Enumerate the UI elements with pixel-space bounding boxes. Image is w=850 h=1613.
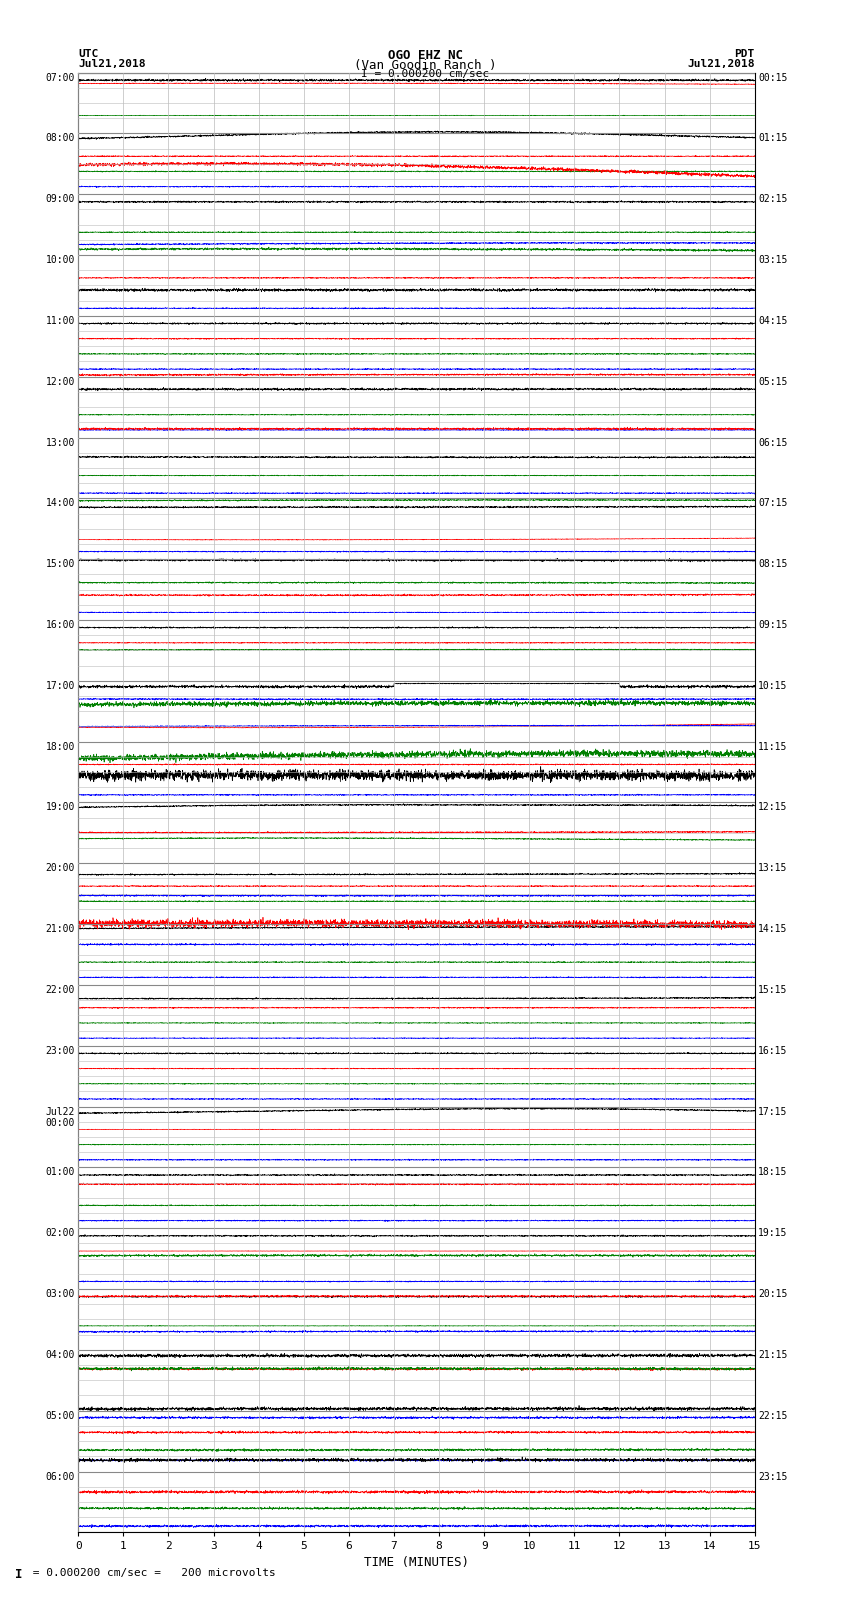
Text: 10:15: 10:15 [758, 681, 788, 690]
Text: 21:00: 21:00 [45, 924, 75, 934]
Text: 09:15: 09:15 [758, 619, 788, 631]
Text: 11:15: 11:15 [758, 742, 788, 752]
Text: (Van Goodin Ranch ): (Van Goodin Ranch ) [354, 58, 496, 73]
Text: 22:00: 22:00 [45, 986, 75, 995]
Text: 05:00: 05:00 [45, 1411, 75, 1421]
Text: 01:15: 01:15 [758, 134, 788, 144]
Text: 05:15: 05:15 [758, 377, 788, 387]
Text: I = 0.000200 cm/sec: I = 0.000200 cm/sec [361, 69, 489, 79]
Text: 08:00: 08:00 [45, 134, 75, 144]
Text: 00:15: 00:15 [758, 73, 788, 82]
Text: 18:00: 18:00 [45, 742, 75, 752]
Text: 16:00: 16:00 [45, 619, 75, 631]
Text: 09:00: 09:00 [45, 194, 75, 205]
Text: 16:15: 16:15 [758, 1045, 788, 1057]
Text: 01:00: 01:00 [45, 1168, 75, 1177]
Text: UTC: UTC [78, 50, 99, 60]
Text: 07:15: 07:15 [758, 498, 788, 508]
Text: 15:15: 15:15 [758, 986, 788, 995]
Text: 07:00: 07:00 [45, 73, 75, 82]
Text: 02:15: 02:15 [758, 194, 788, 205]
Text: 21:15: 21:15 [758, 1350, 788, 1360]
Text: 23:00: 23:00 [45, 1045, 75, 1057]
Text: 10:00: 10:00 [45, 255, 75, 265]
Text: OGO EHZ NC: OGO EHZ NC [388, 50, 462, 63]
Text: 17:00: 17:00 [45, 681, 75, 690]
Text: 19:15: 19:15 [758, 1227, 788, 1239]
Text: Jul21,2018: Jul21,2018 [78, 58, 145, 69]
X-axis label: TIME (MINUTES): TIME (MINUTES) [364, 1555, 469, 1568]
Text: 11:00: 11:00 [45, 316, 75, 326]
Text: Jul22
00:00: Jul22 00:00 [45, 1107, 75, 1127]
Text: 03:15: 03:15 [758, 255, 788, 265]
Text: 02:00: 02:00 [45, 1227, 75, 1239]
Text: 08:15: 08:15 [758, 560, 788, 569]
Text: 20:00: 20:00 [45, 863, 75, 873]
Text: PDT: PDT [734, 50, 755, 60]
Text: 13:00: 13:00 [45, 437, 75, 447]
Text: 12:15: 12:15 [758, 803, 788, 813]
Text: 20:15: 20:15 [758, 1289, 788, 1298]
Text: 14:15: 14:15 [758, 924, 788, 934]
Text: 19:00: 19:00 [45, 803, 75, 813]
Text: 13:15: 13:15 [758, 863, 788, 873]
Text: 04:00: 04:00 [45, 1350, 75, 1360]
Text: 04:15: 04:15 [758, 316, 788, 326]
Text: 18:15: 18:15 [758, 1168, 788, 1177]
Text: 15:00: 15:00 [45, 560, 75, 569]
Text: = 0.000200 cm/sec =   200 microvolts: = 0.000200 cm/sec = 200 microvolts [26, 1568, 275, 1578]
Text: I: I [15, 1568, 23, 1581]
Text: Jul21,2018: Jul21,2018 [688, 58, 755, 69]
Text: 22:15: 22:15 [758, 1411, 788, 1421]
Text: 23:15: 23:15 [758, 1471, 788, 1481]
Text: 06:00: 06:00 [45, 1471, 75, 1481]
Text: 12:00: 12:00 [45, 377, 75, 387]
Text: 14:00: 14:00 [45, 498, 75, 508]
Text: 03:00: 03:00 [45, 1289, 75, 1298]
Text: 06:15: 06:15 [758, 437, 788, 447]
Text: 17:15: 17:15 [758, 1107, 788, 1116]
